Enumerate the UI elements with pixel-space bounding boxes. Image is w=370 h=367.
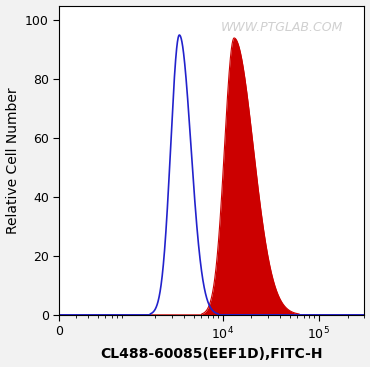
X-axis label: CL488-60085(EEF1D),FITC-H: CL488-60085(EEF1D),FITC-H — [101, 348, 323, 361]
Text: WWW.PTGLAB.COM: WWW.PTGLAB.COM — [221, 21, 343, 34]
Y-axis label: Relative Cell Number: Relative Cell Number — [6, 87, 20, 233]
